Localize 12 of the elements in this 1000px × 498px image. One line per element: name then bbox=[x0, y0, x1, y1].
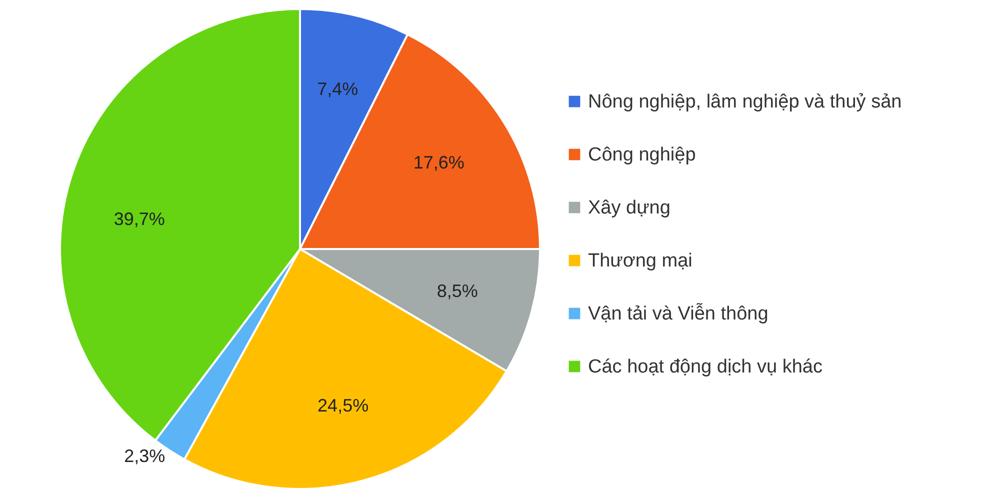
data-label: 7,4% bbox=[317, 79, 358, 100]
data-label: 17,6% bbox=[413, 152, 464, 172]
legend-label: Công nghiệp bbox=[588, 144, 696, 166]
legend-label: Các hoạt động dịch vụ khác bbox=[588, 356, 822, 378]
legend-label: Vận tải và Viễn thông bbox=[588, 302, 768, 324]
legend-label: Thương mại bbox=[588, 250, 692, 272]
legend-label: Xây dựng bbox=[588, 198, 670, 218]
data-label: 24,5% bbox=[318, 395, 369, 416]
data-label: 39,7% bbox=[114, 208, 165, 229]
data-label: 2,3% bbox=[124, 446, 166, 466]
legend-label: Nông nghiệp, lâm nghiệp và thuỷ sản bbox=[588, 92, 902, 112]
data-label: 8,5% bbox=[436, 281, 478, 302]
